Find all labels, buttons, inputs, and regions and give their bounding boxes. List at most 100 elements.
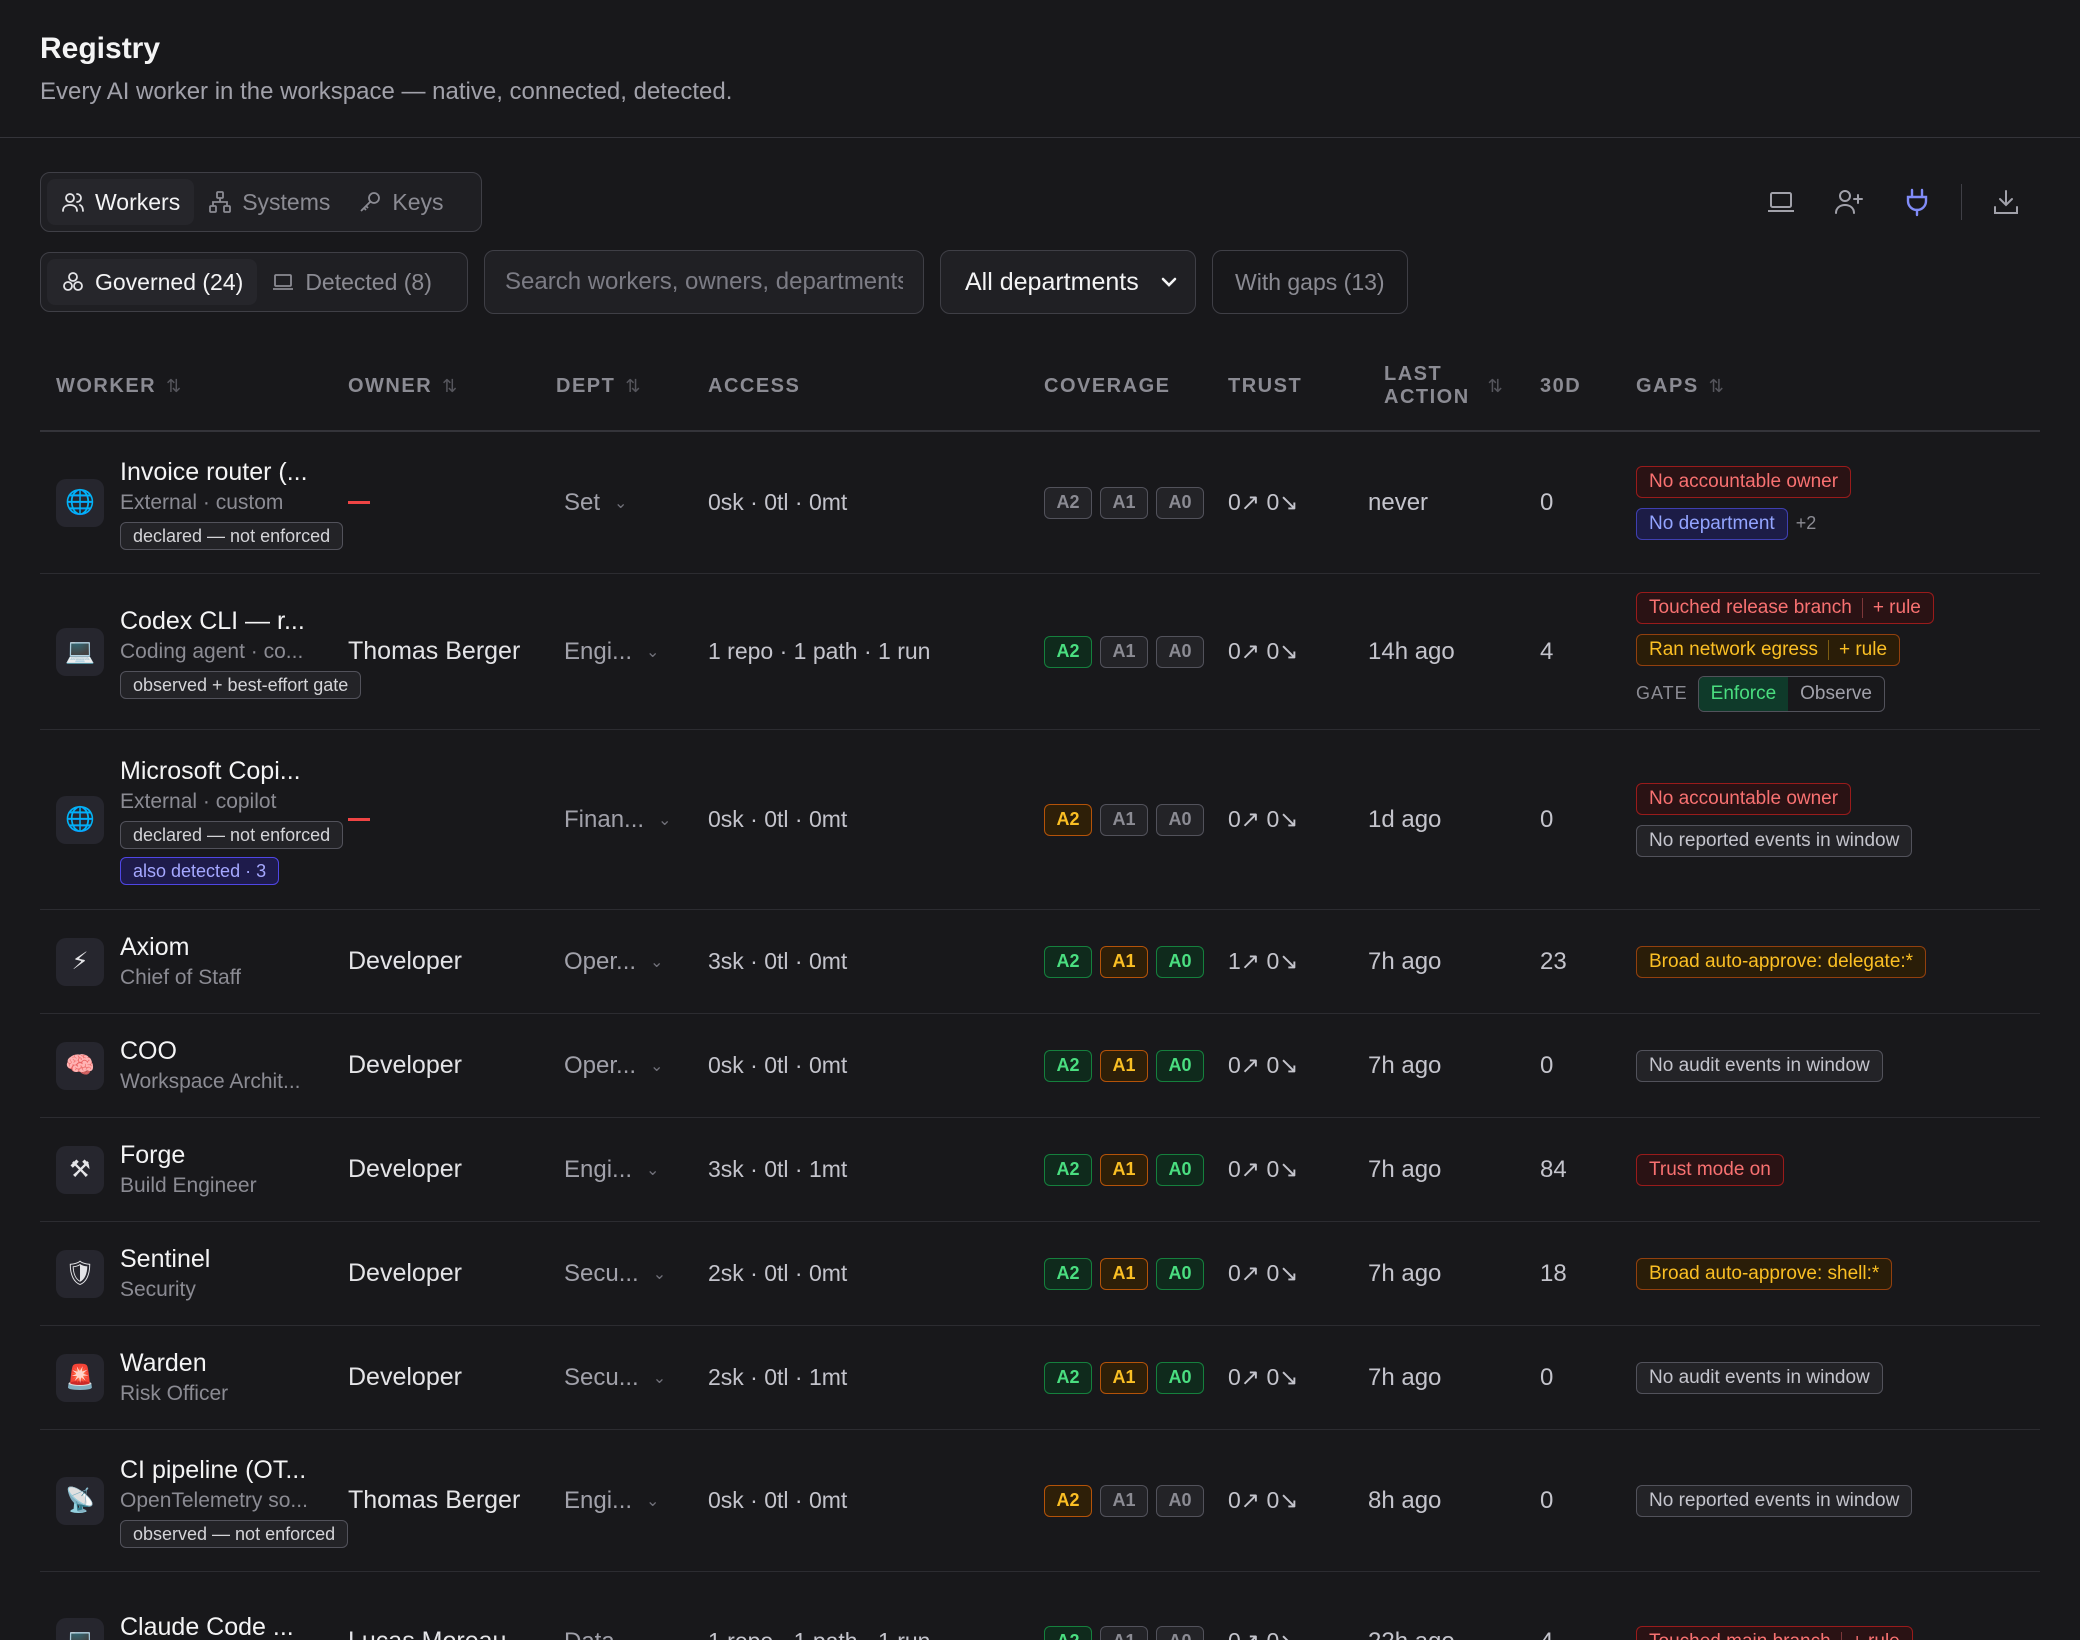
table-row[interactable]: 🛡 Sentinel Security Developer Secu... ⌄ 2sk · … bbox=[40, 1222, 2040, 1326]
plug-button[interactable] bbox=[1883, 178, 1951, 226]
tab-systems[interactable]: Systems bbox=[194, 179, 344, 225]
access-summary: 3sk · 0tl · 0mt bbox=[708, 948, 848, 974]
col-owner[interactable]: OWNER ⇅ bbox=[348, 340, 457, 432]
worker-cell: 🛡 Sentinel Security bbox=[40, 1222, 340, 1325]
coverage-badge-a1: A1 bbox=[1100, 635, 1148, 668]
dept-select[interactable]: Engi... ⌄ bbox=[564, 574, 659, 729]
dept-select[interactable]: Oper... ⌄ bbox=[564, 1014, 663, 1117]
gap-text: No reported events in window bbox=[1649, 1489, 1900, 1511]
gap-chip[interactable]: No audit events in window bbox=[1636, 1361, 1883, 1394]
owner-name[interactable]: Developer bbox=[348, 947, 462, 975]
worker-name[interactable]: Codex CLI — r... bbox=[120, 606, 305, 635]
gap-chip[interactable]: Broad auto-approve: shell:* bbox=[1636, 1257, 1893, 1290]
worker-name[interactable]: Warden bbox=[120, 1348, 207, 1377]
coverage-badge-a2: A2 bbox=[1044, 1257, 1092, 1290]
gap-chip[interactable]: No reported events in window bbox=[1636, 824, 1913, 857]
worker-name[interactable]: CI pipeline (OT... bbox=[120, 1455, 307, 1484]
dept-select[interactable]: Finan... ⌄ bbox=[564, 730, 671, 909]
search-input[interactable] bbox=[484, 250, 924, 314]
owner-name[interactable]: Thomas Berger bbox=[348, 637, 521, 665]
owner-name[interactable]: Thomas Berger bbox=[348, 1486, 521, 1514]
worker-name[interactable]: Claude Code ... bbox=[120, 1612, 294, 1640]
worker-cell: 💻 Codex CLI — r... Coding agent · co... obs… bbox=[40, 574, 362, 729]
enforcement-pill: observed — not enforced bbox=[120, 1519, 349, 1548]
tab-workers-label: Workers bbox=[95, 188, 181, 215]
gate-enforce-option[interactable]: Enforce bbox=[1698, 676, 1789, 711]
add-rule-button[interactable]: + rule bbox=[1872, 596, 1921, 618]
dept-select[interactable]: Secu... ⌄ bbox=[564, 1222, 666, 1325]
table-row[interactable]: 🚨 Warden Risk Officer Developer Secu... ⌄ 2sk … bbox=[40, 1326, 2040, 1430]
table-row[interactable]: 🌐 Microsoft Copi... External · copilot decl… bbox=[40, 730, 2040, 910]
detected-toggle[interactable]: Detected (8) bbox=[257, 259, 446, 305]
gate-observe-option[interactable]: Observe bbox=[1800, 682, 1872, 704]
worker-info: Microsoft Copi... External · copilot decla… bbox=[120, 730, 344, 909]
governed-toggle[interactable]: Governed (24) bbox=[47, 259, 258, 305]
tab-workers[interactable]: Workers bbox=[47, 179, 195, 225]
add-user-button[interactable] bbox=[1815, 178, 1883, 226]
with-gaps-filter[interactable]: With gaps (13) bbox=[1212, 250, 1408, 314]
gap-chip[interactable]: Touched main branch + rule bbox=[1636, 1625, 1913, 1640]
chip-divider bbox=[1840, 1631, 1842, 1640]
laptop-small-icon bbox=[273, 274, 294, 290]
col-dept[interactable]: DEPT ⇅ bbox=[556, 340, 640, 432]
col-dept-label: DEPT bbox=[556, 374, 616, 397]
gap-chip[interactable]: No audit events in window bbox=[1636, 1049, 1883, 1082]
gap-chip[interactable]: Trust mode on bbox=[1636, 1153, 1784, 1186]
gap-line: Touched release branch + rule bbox=[1636, 591, 1934, 624]
worker-cell: 🚨 Warden Risk Officer bbox=[40, 1326, 340, 1429]
worker-name[interactable]: Sentinel bbox=[120, 1244, 211, 1273]
col-worker[interactable]: WORKER ⇅ bbox=[56, 340, 181, 432]
table-row[interactable]: ⚒ Forge Build Engineer Developer Engi... ⌄ 3sk… bbox=[40, 1118, 2040, 1222]
owner-name[interactable]: Developer bbox=[348, 1051, 462, 1079]
table-row[interactable]: 📡 CI pipeline (OT... OpenTelemetry so... ob… bbox=[40, 1430, 2040, 1572]
view-toolbar: Workers Systems Keys bbox=[40, 172, 2040, 232]
owner-name[interactable]: Developer bbox=[348, 1259, 462, 1287]
gap-chip[interactable]: Broad auto-approve: delegate:* bbox=[1636, 945, 1927, 978]
table-row[interactable]: 🌐 Invoice router (... External · custom dec… bbox=[40, 432, 2040, 574]
chevron-down-icon: ⌄ bbox=[646, 1161, 660, 1179]
gap-chip[interactable]: No department bbox=[1636, 507, 1788, 540]
laptop-button[interactable] bbox=[1747, 178, 1815, 226]
owner-name[interactable]: Developer bbox=[348, 1363, 462, 1391]
table-row[interactable]: 🧠 COO Workspace Archit... Developer Oper... ⌄… bbox=[40, 1014, 2040, 1118]
worker-name[interactable]: Forge bbox=[120, 1140, 186, 1169]
gap-chip[interactable]: No reported events in window bbox=[1636, 1484, 1913, 1517]
gap-chip[interactable]: No accountable owner bbox=[1636, 465, 1852, 498]
missing-owner-dash bbox=[348, 818, 370, 821]
dept-select[interactable]: Data... ⌄ bbox=[564, 1572, 662, 1640]
dept-select[interactable]: Oper... ⌄ bbox=[564, 910, 663, 1013]
worker-info: Sentinel Security bbox=[120, 1222, 210, 1325]
worker-name[interactable]: Invoice router (... bbox=[120, 457, 308, 486]
owner-name[interactable]: Developer bbox=[348, 1155, 462, 1183]
last-action: 7h ago bbox=[1368, 1051, 1442, 1079]
dept-select[interactable]: Engi... ⌄ bbox=[564, 1118, 659, 1221]
more-gaps-count[interactable]: +2 bbox=[1795, 513, 1817, 533]
detected-pill[interactable]: also detected · 3 bbox=[120, 856, 280, 885]
col-last-action[interactable]: LAST ACTION ⇅ bbox=[1384, 340, 1503, 432]
owner-name[interactable]: Lucas Moreau bbox=[348, 1627, 506, 1640]
worker-name[interactable]: COO bbox=[120, 1036, 177, 1065]
gaps-cell: Touched release branch + rule Ran network … bbox=[1636, 574, 1934, 729]
gap-chip[interactable]: Ran network egress + rule bbox=[1636, 633, 1901, 666]
table-row[interactable]: ⚡ Axiom Chief of Staff Developer Oper... ⌄ 3sk… bbox=[40, 910, 2040, 1014]
tab-keys[interactable]: Keys bbox=[344, 179, 457, 225]
department-select[interactable]: All departments bbox=[940, 250, 1196, 314]
worker-name[interactable]: Microsoft Copi... bbox=[120, 756, 301, 785]
add-rule-button[interactable]: + rule bbox=[1852, 1631, 1900, 1640]
dept-select[interactable]: Set ⌄ bbox=[564, 432, 627, 573]
worker-info: Warden Risk Officer bbox=[120, 1326, 228, 1429]
table-row[interactable]: 💻 Claude Code ...Coding agent · cla... Luc… bbox=[40, 1572, 2040, 1640]
gap-chip[interactable]: No accountable owner bbox=[1636, 782, 1852, 815]
dept-select[interactable]: Secu... ⌄ bbox=[564, 1326, 666, 1429]
add-rule-button[interactable]: + rule bbox=[1838, 638, 1888, 660]
table-row[interactable]: 💻 Codex CLI — r... Coding agent · co... obs… bbox=[40, 574, 2040, 730]
gap-chip[interactable]: Touched release branch + rule bbox=[1636, 591, 1934, 624]
download-button[interactable] bbox=[1972, 178, 2040, 226]
dept-select[interactable]: Engi... ⌄ bbox=[564, 1430, 659, 1571]
worker-name[interactable]: Axiom bbox=[120, 932, 190, 961]
col-gaps[interactable]: GAPS ⇅ bbox=[1636, 340, 1724, 432]
